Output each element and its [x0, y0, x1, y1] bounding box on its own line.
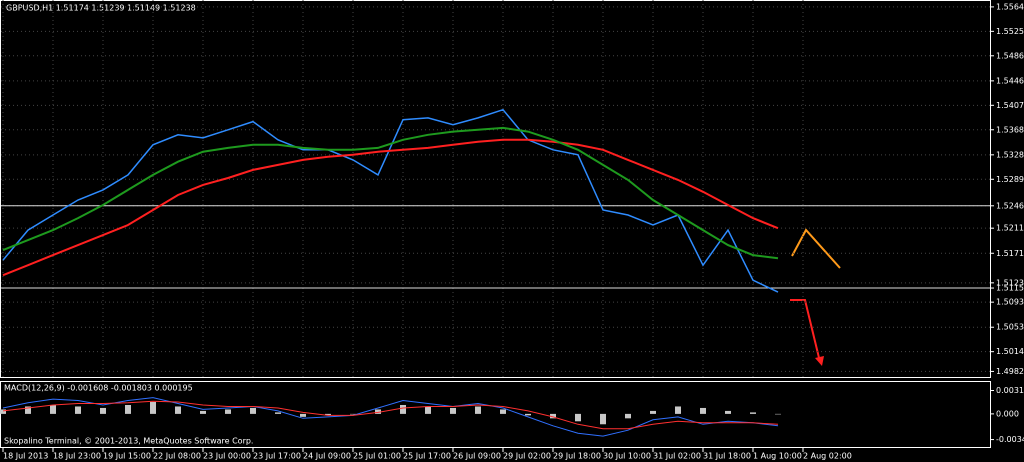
- x-tick-label: 19 Jul 15:00: [103, 452, 151, 461]
- x-tick-label: 1 Aug 10:00: [753, 452, 802, 461]
- x-tick-label: 22 Jul 08:00: [153, 452, 201, 461]
- series-line: [2, 126, 779, 260]
- histogram-bar: [400, 404, 406, 414]
- x-tick-label: 24 Jul 09:00: [303, 452, 351, 461]
- y-tick-label: 1.52890: [996, 175, 1024, 184]
- y-tick-label: 1.51710: [996, 249, 1024, 258]
- main-frame: [0, 0, 991, 378]
- histogram-bar: [250, 407, 256, 414]
- histogram-bar: [525, 413, 531, 416]
- histogram-bar: [100, 407, 106, 414]
- histogram-bar: [200, 410, 206, 414]
- histogram-bar: [425, 406, 431, 414]
- footer: Skopalino Terminal, © 2001-2013, MetaQuo…: [4, 437, 253, 446]
- zigzag: [791, 228, 841, 269]
- y-tick-label: 1.54460: [996, 76, 1024, 85]
- chart-title: GBPUSD,H1 1.51174 1.51239 1.51149 1.5123…: [6, 4, 196, 13]
- histogram-bar: [150, 402, 156, 414]
- histogram-bar: [50, 404, 56, 414]
- x-tick-label: 25 Jul 01:00: [353, 452, 401, 461]
- histogram-bar: [450, 407, 456, 414]
- histogram-bar: [625, 413, 631, 419]
- histogram-bar: [550, 413, 556, 419]
- x-tick-label: 26 Jul 09:00: [453, 452, 501, 461]
- histogram-bar: [700, 407, 706, 414]
- x-tick-label: 23 Jul 00:00: [203, 452, 251, 461]
- series-line: [2, 108, 779, 293]
- y-tick-label: 0.000: [996, 409, 1019, 418]
- histogram-bar: [650, 410, 656, 414]
- histogram-bar: [475, 406, 481, 414]
- histogram-bar: [575, 413, 581, 422]
- macd-title: MACD(12,26,9) -0.001608 -0.001803 0.0001…: [4, 384, 193, 393]
- y-tick-label: 1.52467: [996, 201, 1024, 210]
- histogram-bar: [775, 413, 781, 415]
- y-tick-label: 0.003154: [996, 386, 1024, 395]
- histogram-bar: [175, 406, 181, 414]
- arrow-head: [815, 356, 824, 366]
- series-line: [2, 400, 779, 430]
- x-tick-label: 30 Jul 10:00: [603, 452, 651, 461]
- histogram-bar: [375, 409, 381, 414]
- y-tick-label: 1.54860: [996, 51, 1024, 60]
- arrow: [790, 299, 821, 363]
- y-tick-label: 1.54070: [996, 101, 1024, 110]
- y-tick-label: -0.003464: [996, 435, 1024, 444]
- histogram-bar: [325, 413, 331, 416]
- histogram-bar: [275, 412, 281, 414]
- histogram-bar: [725, 410, 731, 414]
- x-tick-label: 31 Jul 02:00: [653, 452, 701, 461]
- y-tick-label: 1.49825: [996, 367, 1024, 376]
- x-tick-label: 18 Jul 2013: [3, 452, 48, 461]
- x-tick-label: 2 Aug 02:00: [803, 452, 852, 461]
- histogram-bar: [225, 409, 231, 414]
- x-tick-label: 18 Jul 23:00: [53, 452, 101, 461]
- x-tick-label: 29 Jul 18:00: [553, 452, 601, 461]
- histogram-bar: [350, 413, 356, 415]
- series-line: [2, 397, 779, 437]
- macd-frame: [0, 381, 991, 448]
- histogram-bar: [300, 413, 306, 417]
- y-tick-label: 1.50530: [996, 323, 1024, 332]
- histogram-bar: [750, 412, 756, 414]
- y-tick-label: 1.51238: [996, 278, 1024, 287]
- y-tick-label: 1.50140: [996, 347, 1024, 356]
- x-tick-label: 31 Jul 18:00: [703, 452, 751, 461]
- x-tick-label: 25 Jul 17:00: [403, 452, 451, 461]
- y-tick-label: 1.50930: [996, 298, 1024, 307]
- y-tick-label: 1.55250: [996, 27, 1024, 36]
- histogram-bar: [500, 409, 506, 414]
- y-tick-label: 1.52110: [996, 224, 1024, 233]
- x-tick-label: 29 Jul 02:00: [503, 452, 551, 461]
- y-tick-label: 1.51155: [996, 284, 1024, 293]
- histogram-bar: [125, 404, 131, 414]
- y-tick-label: 1.53680: [996, 125, 1024, 134]
- histogram-bar: [600, 413, 606, 425]
- series-line: [2, 138, 779, 277]
- histogram-bar: [25, 406, 31, 414]
- y-tick-label: 1.53280: [996, 150, 1024, 159]
- x-tick-label: 23 Jul 17:00: [253, 452, 301, 461]
- histogram-bar: [675, 406, 681, 414]
- y-tick-label: 1.55640: [996, 2, 1024, 11]
- histogram-bar: [75, 406, 81, 414]
- histogram-bar: [0, 409, 6, 414]
